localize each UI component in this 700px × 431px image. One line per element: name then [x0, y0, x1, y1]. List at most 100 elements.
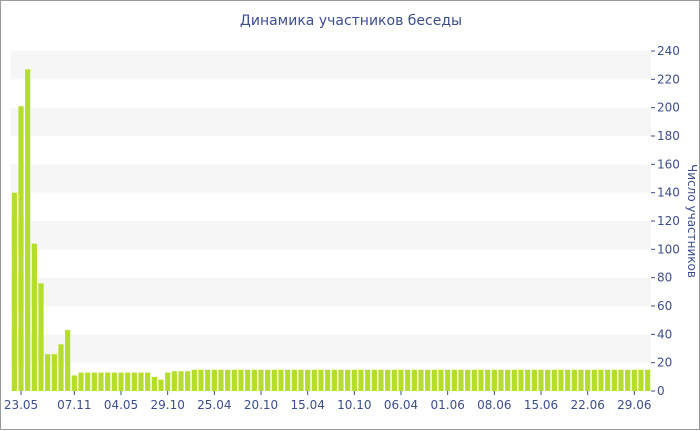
bar[interactable] — [451, 369, 457, 391]
bar[interactable] — [105, 372, 111, 391]
y-tick-label: 180 — [657, 129, 680, 143]
bar[interactable] — [538, 369, 544, 391]
bar[interactable] — [18, 106, 24, 391]
bar[interactable] — [445, 369, 451, 391]
bar[interactable] — [25, 69, 31, 392]
bar[interactable] — [518, 369, 524, 391]
bar[interactable] — [485, 369, 491, 391]
bar[interactable] — [338, 369, 344, 391]
bar[interactable] — [391, 369, 397, 391]
bar[interactable] — [58, 344, 64, 391]
bar[interactable] — [158, 379, 164, 391]
bar[interactable] — [191, 369, 197, 391]
bar[interactable] — [151, 376, 157, 391]
bar[interactable] — [91, 372, 97, 391]
bar[interactable] — [318, 369, 324, 391]
bar[interactable] — [138, 372, 144, 391]
bar[interactable] — [611, 369, 617, 391]
bar[interactable] — [565, 369, 571, 391]
bar[interactable] — [458, 369, 464, 391]
bar[interactable] — [98, 372, 104, 391]
bar[interactable] — [591, 369, 597, 391]
bar[interactable] — [85, 372, 91, 391]
bar[interactable] — [431, 369, 437, 391]
bar[interactable] — [211, 369, 217, 391]
bar[interactable] — [331, 369, 337, 391]
y-tick-label: 60 — [657, 299, 672, 313]
bar[interactable] — [371, 369, 377, 391]
x-tick-label: 04.05 — [104, 398, 138, 412]
bar[interactable] — [578, 369, 584, 391]
bar[interactable] — [171, 371, 177, 391]
bar[interactable] — [298, 369, 304, 391]
bar[interactable] — [11, 192, 17, 391]
bar[interactable] — [585, 369, 591, 391]
bar[interactable] — [125, 372, 131, 391]
bar[interactable] — [38, 283, 44, 391]
bar[interactable] — [238, 369, 244, 391]
bar[interactable] — [358, 369, 364, 391]
bar[interactable] — [631, 369, 637, 391]
x-tick-label: 06.04 — [384, 398, 418, 412]
bar[interactable] — [111, 372, 117, 391]
bar[interactable] — [351, 369, 357, 391]
bar[interactable] — [51, 354, 57, 391]
bar[interactable] — [345, 369, 351, 391]
bar[interactable] — [311, 369, 317, 391]
bar[interactable] — [291, 369, 297, 391]
bar[interactable] — [558, 369, 564, 391]
bar[interactable] — [325, 369, 331, 391]
bar[interactable] — [471, 369, 477, 391]
bar[interactable] — [245, 369, 251, 391]
bar[interactable] — [531, 369, 537, 391]
bar[interactable] — [285, 369, 291, 391]
bar[interactable] — [45, 354, 51, 391]
bar[interactable] — [491, 369, 497, 391]
bar[interactable] — [271, 369, 277, 391]
bar[interactable] — [31, 243, 37, 391]
bar[interactable] — [385, 369, 391, 391]
bar[interactable] — [525, 369, 531, 391]
bar[interactable] — [625, 369, 631, 391]
bar[interactable] — [638, 369, 644, 391]
bar[interactable] — [205, 369, 211, 391]
bar[interactable] — [218, 369, 224, 391]
bar[interactable] — [65, 330, 71, 391]
bar[interactable] — [438, 369, 444, 391]
bar[interactable] — [258, 369, 264, 391]
bar[interactable] — [278, 369, 284, 391]
bar[interactable] — [365, 369, 371, 391]
bar[interactable] — [465, 369, 471, 391]
bar[interactable] — [571, 369, 577, 391]
bar[interactable] — [305, 369, 311, 391]
bar[interactable] — [225, 369, 231, 391]
bar[interactable] — [618, 369, 624, 391]
bar[interactable] — [198, 369, 204, 391]
bar[interactable] — [411, 369, 417, 391]
bar[interactable] — [71, 375, 77, 391]
bar[interactable] — [265, 369, 271, 391]
bar[interactable] — [145, 372, 151, 391]
bar[interactable] — [598, 369, 604, 391]
bar[interactable] — [498, 369, 504, 391]
bar[interactable] — [78, 372, 84, 391]
bar[interactable] — [118, 372, 124, 391]
bar[interactable] — [251, 369, 257, 391]
bar[interactable] — [178, 371, 184, 391]
bar[interactable] — [418, 369, 424, 391]
bar[interactable] — [505, 369, 511, 391]
bar[interactable] — [551, 369, 557, 391]
bar[interactable] — [165, 372, 171, 391]
bar[interactable] — [398, 369, 404, 391]
bar[interactable] — [545, 369, 551, 391]
bar[interactable] — [645, 369, 651, 391]
bar[interactable] — [425, 369, 431, 391]
bar[interactable] — [405, 369, 411, 391]
bar[interactable] — [478, 369, 484, 391]
bar[interactable] — [231, 369, 237, 391]
bar[interactable] — [378, 369, 384, 391]
bar[interactable] — [131, 372, 137, 391]
bar[interactable] — [511, 369, 517, 391]
bar[interactable] — [605, 369, 611, 391]
bar[interactable] — [185, 371, 191, 391]
